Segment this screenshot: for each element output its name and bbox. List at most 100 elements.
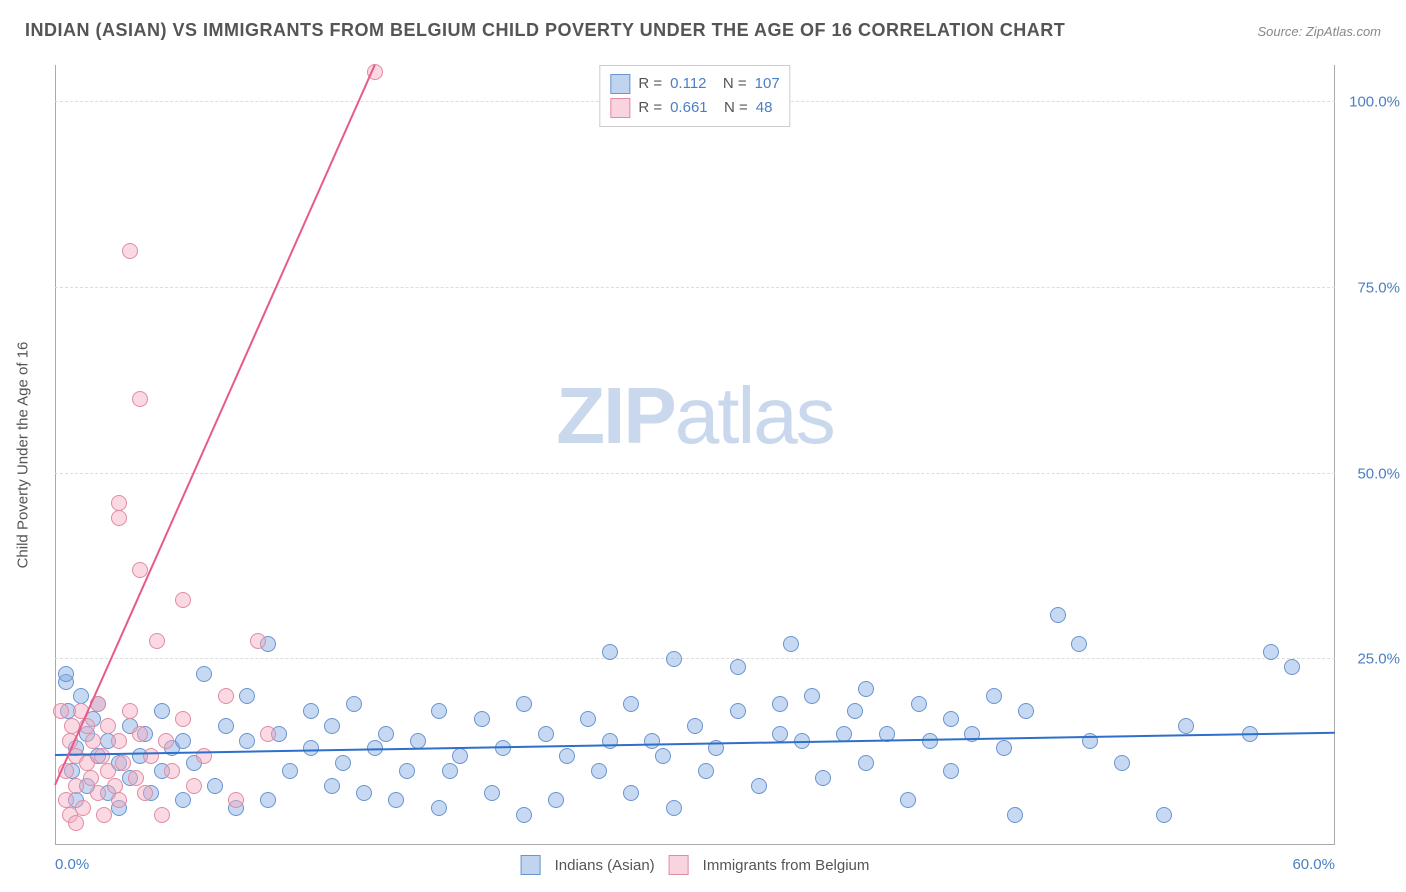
- data-point: [804, 688, 820, 704]
- trend-line: [54, 64, 376, 785]
- watermark: ZIPatlas: [556, 370, 833, 462]
- data-point: [250, 633, 266, 649]
- r-label: R =: [638, 72, 662, 96]
- data-point: [399, 763, 415, 779]
- data-point: [218, 688, 234, 704]
- data-point: [100, 718, 116, 734]
- y-axis-label: Child Poverty Under the Age of 16: [15, 342, 32, 569]
- data-point: [687, 718, 703, 734]
- chart-area: Child Poverty Under the Age of 16 ZIPatl…: [55, 65, 1335, 845]
- data-point: [196, 666, 212, 682]
- data-point: [644, 733, 660, 749]
- data-point: [516, 807, 532, 823]
- data-point: [986, 688, 1002, 704]
- data-point: [143, 748, 159, 764]
- data-point: [335, 755, 351, 771]
- data-point: [154, 807, 170, 823]
- data-point: [115, 755, 131, 771]
- data-point: [96, 807, 112, 823]
- data-point: [53, 703, 69, 719]
- y-axis-line: [55, 65, 56, 845]
- gridline: [55, 473, 1335, 474]
- data-point: [858, 755, 874, 771]
- n-label: N =: [716, 96, 748, 120]
- data-point: [548, 792, 564, 808]
- data-point: [559, 748, 575, 764]
- data-point: [79, 755, 95, 771]
- x-tick-label: 0.0%: [55, 856, 89, 873]
- y-tick-label: 50.0%: [1357, 465, 1400, 482]
- legend-swatch: [610, 98, 630, 118]
- y-tick-label: 100.0%: [1349, 94, 1400, 111]
- stats-legend: R =0.112 N =107R =0.661 N = 48: [599, 65, 790, 127]
- data-point: [602, 733, 618, 749]
- data-point: [75, 800, 91, 816]
- data-point: [442, 763, 458, 779]
- data-point: [239, 688, 255, 704]
- legend-label: Immigrants from Belgium: [703, 857, 870, 874]
- data-point: [111, 733, 127, 749]
- data-point: [175, 792, 191, 808]
- x-axis-line: [55, 844, 1335, 845]
- gridline: [55, 658, 1335, 659]
- data-point: [431, 703, 447, 719]
- data-point: [100, 763, 116, 779]
- data-point: [68, 778, 84, 794]
- data-point: [149, 633, 165, 649]
- data-point: [580, 711, 596, 727]
- data-point: [239, 733, 255, 749]
- data-point: [303, 703, 319, 719]
- data-point: [495, 740, 511, 756]
- data-point: [591, 763, 607, 779]
- chart-title: INDIAN (ASIAN) VS IMMIGRANTS FROM BELGIU…: [25, 20, 1065, 41]
- data-point: [378, 726, 394, 742]
- series-legend: Indians (Asian) Immigrants from Belgium: [521, 855, 870, 875]
- data-point: [1156, 807, 1172, 823]
- legend-swatch: [669, 855, 689, 875]
- data-point: [847, 703, 863, 719]
- legend-swatch: [610, 74, 630, 94]
- data-point: [68, 815, 84, 831]
- legend-label: Indians (Asian): [555, 857, 655, 874]
- data-point: [175, 733, 191, 749]
- stats-legend-row: R =0.112 N =107: [610, 72, 779, 96]
- data-point: [346, 696, 362, 712]
- data-point: [164, 763, 180, 779]
- data-point: [260, 792, 276, 808]
- data-point: [1007, 807, 1023, 823]
- data-point: [922, 733, 938, 749]
- data-point: [858, 681, 874, 697]
- data-point: [137, 785, 153, 801]
- data-point: [730, 659, 746, 675]
- data-point: [698, 763, 714, 779]
- data-point: [815, 770, 831, 786]
- data-point: [996, 740, 1012, 756]
- data-point: [943, 711, 959, 727]
- data-point: [196, 748, 212, 764]
- data-point: [1114, 755, 1130, 771]
- data-point: [228, 792, 244, 808]
- data-point: [90, 785, 106, 801]
- data-point: [623, 785, 639, 801]
- n-label: N =: [715, 72, 747, 96]
- data-point: [911, 696, 927, 712]
- data-point: [772, 696, 788, 712]
- data-point: [122, 243, 138, 259]
- data-point: [83, 770, 99, 786]
- gridline: [55, 287, 1335, 288]
- data-point: [175, 592, 191, 608]
- data-point: [111, 495, 127, 511]
- r-label: R =: [638, 96, 662, 120]
- data-point: [1071, 636, 1087, 652]
- data-point: [218, 718, 234, 734]
- data-point: [452, 748, 468, 764]
- data-point: [324, 778, 340, 794]
- data-point: [431, 800, 447, 816]
- data-point: [484, 785, 500, 801]
- data-point: [282, 763, 298, 779]
- data-point: [111, 510, 127, 526]
- data-point: [516, 696, 532, 712]
- data-point: [186, 778, 202, 794]
- data-point: [623, 696, 639, 712]
- data-point: [1178, 718, 1194, 734]
